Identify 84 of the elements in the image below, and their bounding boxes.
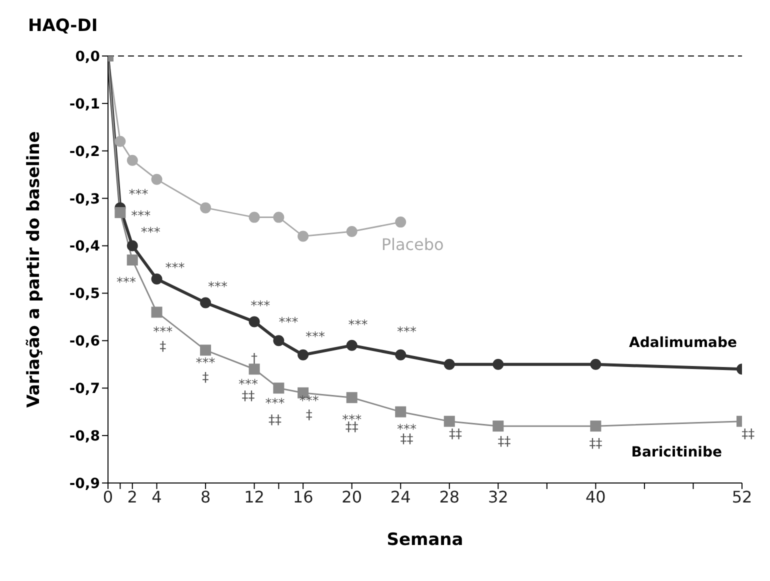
annotation: ‡‡: [242, 389, 256, 404]
point: [273, 335, 284, 346]
x-tick-label: 2: [127, 487, 138, 506]
y-axis-title: Variação a partir do baseline: [24, 131, 44, 408]
annotation: ***: [306, 330, 326, 345]
y-tick-label: -0,9: [69, 476, 100, 492]
annotation: ‡‡: [448, 427, 462, 442]
x-axis-title: Semana: [386, 530, 464, 550]
annotation: ***: [278, 316, 299, 331]
point: [273, 212, 284, 223]
y-tick-label: -0,5: [69, 286, 100, 302]
point: [590, 420, 602, 432]
x-tick-label: 40: [586, 487, 606, 506]
x-tick-label: 52: [732, 487, 752, 506]
point: [492, 358, 504, 370]
point: [346, 340, 358, 351]
series-label: Adalimumabe: [628, 335, 737, 352]
point: [200, 344, 212, 356]
annotation: ‡‡: [742, 427, 756, 442]
point: [346, 392, 358, 404]
point: [346, 226, 358, 238]
point: [126, 154, 138, 166]
x-tick-label: 24: [390, 487, 411, 506]
annotation: ***: [131, 208, 152, 224]
annotation: ***: [250, 299, 271, 314]
x-tick-label: 0: [102, 487, 114, 506]
point: [151, 174, 162, 185]
point: [151, 306, 162, 318]
point: [444, 416, 455, 427]
annotation: †: [251, 351, 258, 366]
annotation: ***: [165, 261, 186, 276]
annotation: ‡: [202, 370, 210, 386]
y-tick-label: -0,6: [69, 334, 100, 350]
annotation: ‡: [160, 339, 167, 354]
point: [200, 297, 212, 308]
annotation: ***: [208, 280, 228, 296]
point: [151, 273, 162, 284]
annotation: ***: [128, 188, 149, 203]
x-tick-label: 4: [152, 487, 162, 506]
series-label: Placebo: [381, 235, 444, 254]
point: [126, 254, 138, 266]
annotation: ‡: [306, 408, 313, 424]
point: [298, 230, 309, 242]
annotation: ‡‡: [589, 436, 603, 452]
annotation: ***: [299, 394, 320, 409]
y-tick-label: -0,8: [69, 428, 100, 445]
x-tick-label: 8: [200, 487, 211, 506]
point: [395, 216, 406, 228]
annotation: ***: [348, 318, 368, 334]
annotation: ***: [140, 226, 161, 241]
point: [395, 349, 406, 360]
annotation: ‡‡: [498, 434, 512, 450]
point: [273, 382, 284, 394]
point: [248, 316, 260, 328]
point: [395, 406, 406, 418]
series-label: Baricitinibe: [631, 444, 722, 460]
point: [492, 420, 504, 432]
point: [590, 358, 602, 370]
annotation: ‡‡: [268, 412, 282, 428]
y-tick-label: -0,4: [69, 238, 100, 255]
point: [248, 212, 260, 223]
annotation: ***: [196, 356, 216, 372]
point: [200, 202, 212, 214]
point: [298, 349, 309, 360]
x-tick-label: 12: [244, 487, 264, 506]
y-tick-label: -0,1: [69, 96, 100, 112]
annotation: ***: [396, 325, 417, 340]
point: [444, 358, 455, 370]
annotation: ***: [116, 275, 137, 290]
point: [114, 136, 126, 147]
y-tick-label: -0,3: [69, 191, 100, 208]
x-tick-label: 20: [342, 487, 362, 506]
x-tick-label: 32: [488, 487, 508, 506]
y-tick-label: 0,0: [75, 48, 100, 65]
y-tick-label: -0,2: [69, 144, 100, 160]
point: [248, 364, 260, 375]
x-tick-label: 28: [439, 487, 460, 506]
annotation: ***: [153, 325, 174, 340]
point: [114, 207, 126, 218]
annotation: ***: [265, 396, 286, 412]
x-tick-label: 16: [292, 487, 314, 506]
y-tick-label: -0,7: [69, 381, 100, 398]
chart-title: HAQ-DI: [28, 16, 98, 36]
point: [126, 240, 138, 252]
